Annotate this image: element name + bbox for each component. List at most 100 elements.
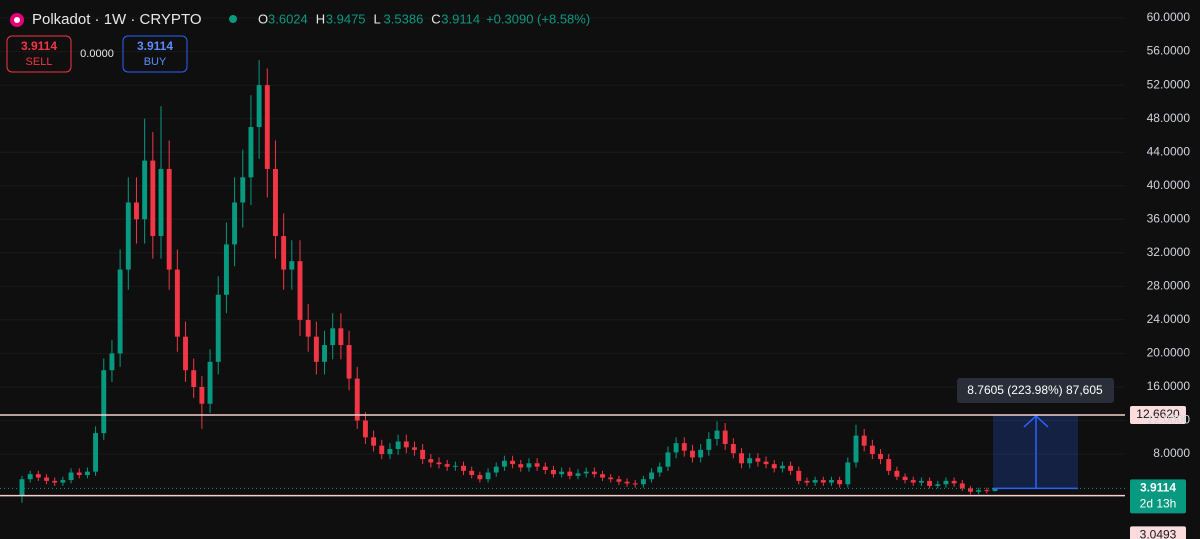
- candle-body: [493, 466, 499, 473]
- candle-body: [918, 480, 924, 483]
- candle-body: [608, 477, 614, 480]
- y-tick-label: 8.0000: [1153, 446, 1190, 460]
- countdown: 2d 13h: [1140, 497, 1177, 511]
- candle-body: [837, 480, 843, 485]
- candle-body: [788, 465, 794, 471]
- candle-body: [690, 450, 695, 458]
- candle-body: [575, 473, 581, 476]
- y-tick-label: 32.0000: [1147, 245, 1191, 259]
- candle-body: [158, 168, 164, 237]
- candle-body: [19, 479, 25, 496]
- coin-icon-dot: [14, 17, 20, 23]
- candle-body: [984, 490, 990, 492]
- candle-body: [281, 236, 287, 270]
- candle-body: [567, 471, 573, 476]
- ohlc-value: 3.5386: [384, 11, 424, 26]
- candle-body: [739, 453, 744, 464]
- y-tick-label: 24.0000: [1147, 312, 1191, 326]
- candle-body: [959, 483, 965, 489]
- measure-label-bg: [957, 377, 1114, 403]
- candle-body: [232, 202, 238, 245]
- candle-body: [444, 464, 450, 467]
- candle-body: [109, 353, 115, 371]
- candle-body: [297, 261, 303, 320]
- candle-body: [510, 460, 516, 465]
- candle-body: [313, 336, 319, 362]
- grid: [0, 17, 1125, 455]
- candle-body: [183, 336, 188, 371]
- sell-price[interactable]: 3.9114: [21, 39, 57, 53]
- y-tick-label: 36.0000: [1147, 211, 1191, 225]
- candle-body: [902, 476, 908, 481]
- candle-body: [485, 472, 491, 480]
- buy-label[interactable]: BUY: [144, 56, 167, 68]
- y-tick-label: 44.0000: [1147, 144, 1191, 158]
- candle-body: [681, 443, 687, 451]
- candle-body: [927, 480, 933, 486]
- overlays: 8.7605 (223.98%) 87,605 12.6620 3.9114 2d 1…: [0, 377, 1186, 539]
- candle-body: [632, 483, 638, 485]
- candle-body: [501, 460, 507, 467]
- buy-price[interactable]: 3.9114: [137, 39, 173, 53]
- candle-body: [992, 488, 998, 491]
- candle-body: [117, 269, 123, 354]
- candle-body: [436, 462, 442, 465]
- candle-body: [771, 464, 777, 469]
- candle-body: [820, 480, 826, 483]
- candle-body: [412, 447, 417, 450]
- price-line-label: 12.6620: [1136, 407, 1180, 421]
- ohlc-value: 3.9114: [441, 11, 480, 26]
- candle-body: [551, 469, 556, 475]
- candle-body: [134, 202, 139, 220]
- candle-body: [722, 430, 728, 444]
- candle-body: [591, 471, 597, 475]
- change: +0.3090 (+8.58%): [486, 11, 590, 26]
- price-badge: [1130, 405, 1186, 424]
- candle-body: [943, 480, 949, 485]
- y-tick-label: 52.0000: [1147, 77, 1191, 91]
- candle-body: [395, 441, 401, 450]
- candle-body: [869, 445, 875, 455]
- candle-body: [526, 463, 532, 468]
- candle-body: [68, 472, 74, 481]
- ohlc-value: 3.6024: [268, 11, 308, 26]
- candle-body: [273, 168, 278, 237]
- candle-body: [338, 328, 344, 346]
- candle-body: [542, 466, 548, 470]
- candle-body: [600, 474, 605, 478]
- candle-body: [264, 85, 270, 169]
- candle-body: [804, 480, 810, 483]
- candle-body: [968, 488, 973, 492]
- candle-body: [27, 474, 33, 480]
- candle-body: [730, 443, 736, 454]
- candle-body: [665, 452, 671, 467]
- candle-body: [44, 477, 49, 481]
- candle-body: [714, 430, 720, 439]
- candle-body: [142, 160, 148, 220]
- sell-button[interactable]: [6, 35, 72, 73]
- candle-body: [330, 328, 336, 346]
- candle-body: [461, 465, 466, 471]
- candle-body: [379, 445, 385, 455]
- candle-body: [305, 319, 311, 337]
- candle-body: [763, 461, 769, 465]
- price-line-label: 3.0493: [1140, 528, 1177, 539]
- y-tick-label: 16.0000: [1147, 379, 1191, 393]
- candle-body: [518, 464, 524, 468]
- candle-body: [755, 458, 761, 462]
- y-tick-label: 40.0000: [1147, 178, 1191, 192]
- ohlc-value: 3.9475: [326, 11, 366, 26]
- status-dot: [229, 15, 237, 23]
- chart-title: Polkadot · 1W · CRYPTO: [32, 11, 202, 28]
- price-badge: [1130, 479, 1186, 514]
- sell-label[interactable]: SELL: [26, 56, 53, 68]
- candle-body: [649, 472, 655, 480]
- candle-body: [248, 127, 254, 178]
- candle-body: [256, 85, 262, 128]
- candle-body: [829, 480, 834, 483]
- candle-body: [706, 438, 712, 450]
- buy-button[interactable]: [122, 35, 188, 73]
